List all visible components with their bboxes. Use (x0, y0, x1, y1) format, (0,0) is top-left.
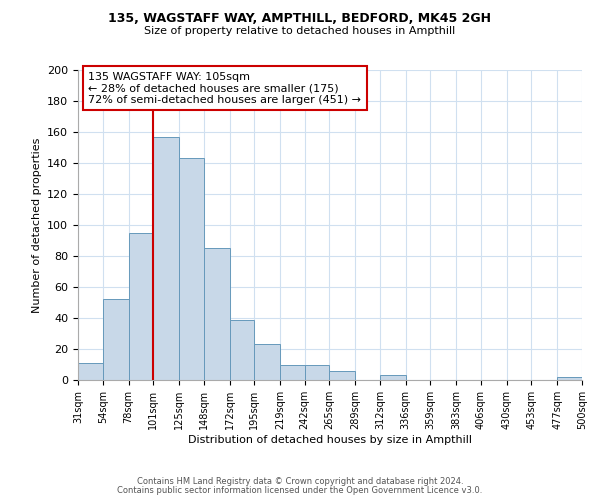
Text: Contains public sector information licensed under the Open Government Licence v3: Contains public sector information licen… (118, 486, 482, 495)
X-axis label: Distribution of detached houses by size in Ampthill: Distribution of detached houses by size … (188, 434, 472, 444)
Bar (78, 363, 103, 380)
Bar (179, 158, 204, 380)
Bar (128, 233, 153, 380)
Bar (305, 364, 329, 380)
Bar (254, 344, 280, 380)
Text: Size of property relative to detached houses in Ampthill: Size of property relative to detached ho… (145, 26, 455, 36)
Bar (380, 376, 406, 380)
Text: 135 WAGSTAFF WAY: 105sqm
← 28% of detached houses are smaller (175)
72% of semi-: 135 WAGSTAFF WAY: 105sqm ← 28% of detach… (88, 72, 361, 105)
Bar (280, 364, 305, 380)
Bar (329, 370, 355, 380)
Bar (230, 320, 254, 380)
Bar (103, 300, 128, 380)
Bar (153, 136, 179, 380)
Y-axis label: Number of detached properties: Number of detached properties (32, 138, 41, 312)
Bar (204, 248, 230, 380)
Text: Contains HM Land Registry data © Crown copyright and database right 2024.: Contains HM Land Registry data © Crown c… (137, 477, 463, 486)
Text: 135, WAGSTAFF WAY, AMPTHILL, BEDFORD, MK45 2GH: 135, WAGSTAFF WAY, AMPTHILL, BEDFORD, MK… (109, 12, 491, 26)
Bar (557, 377, 582, 380)
